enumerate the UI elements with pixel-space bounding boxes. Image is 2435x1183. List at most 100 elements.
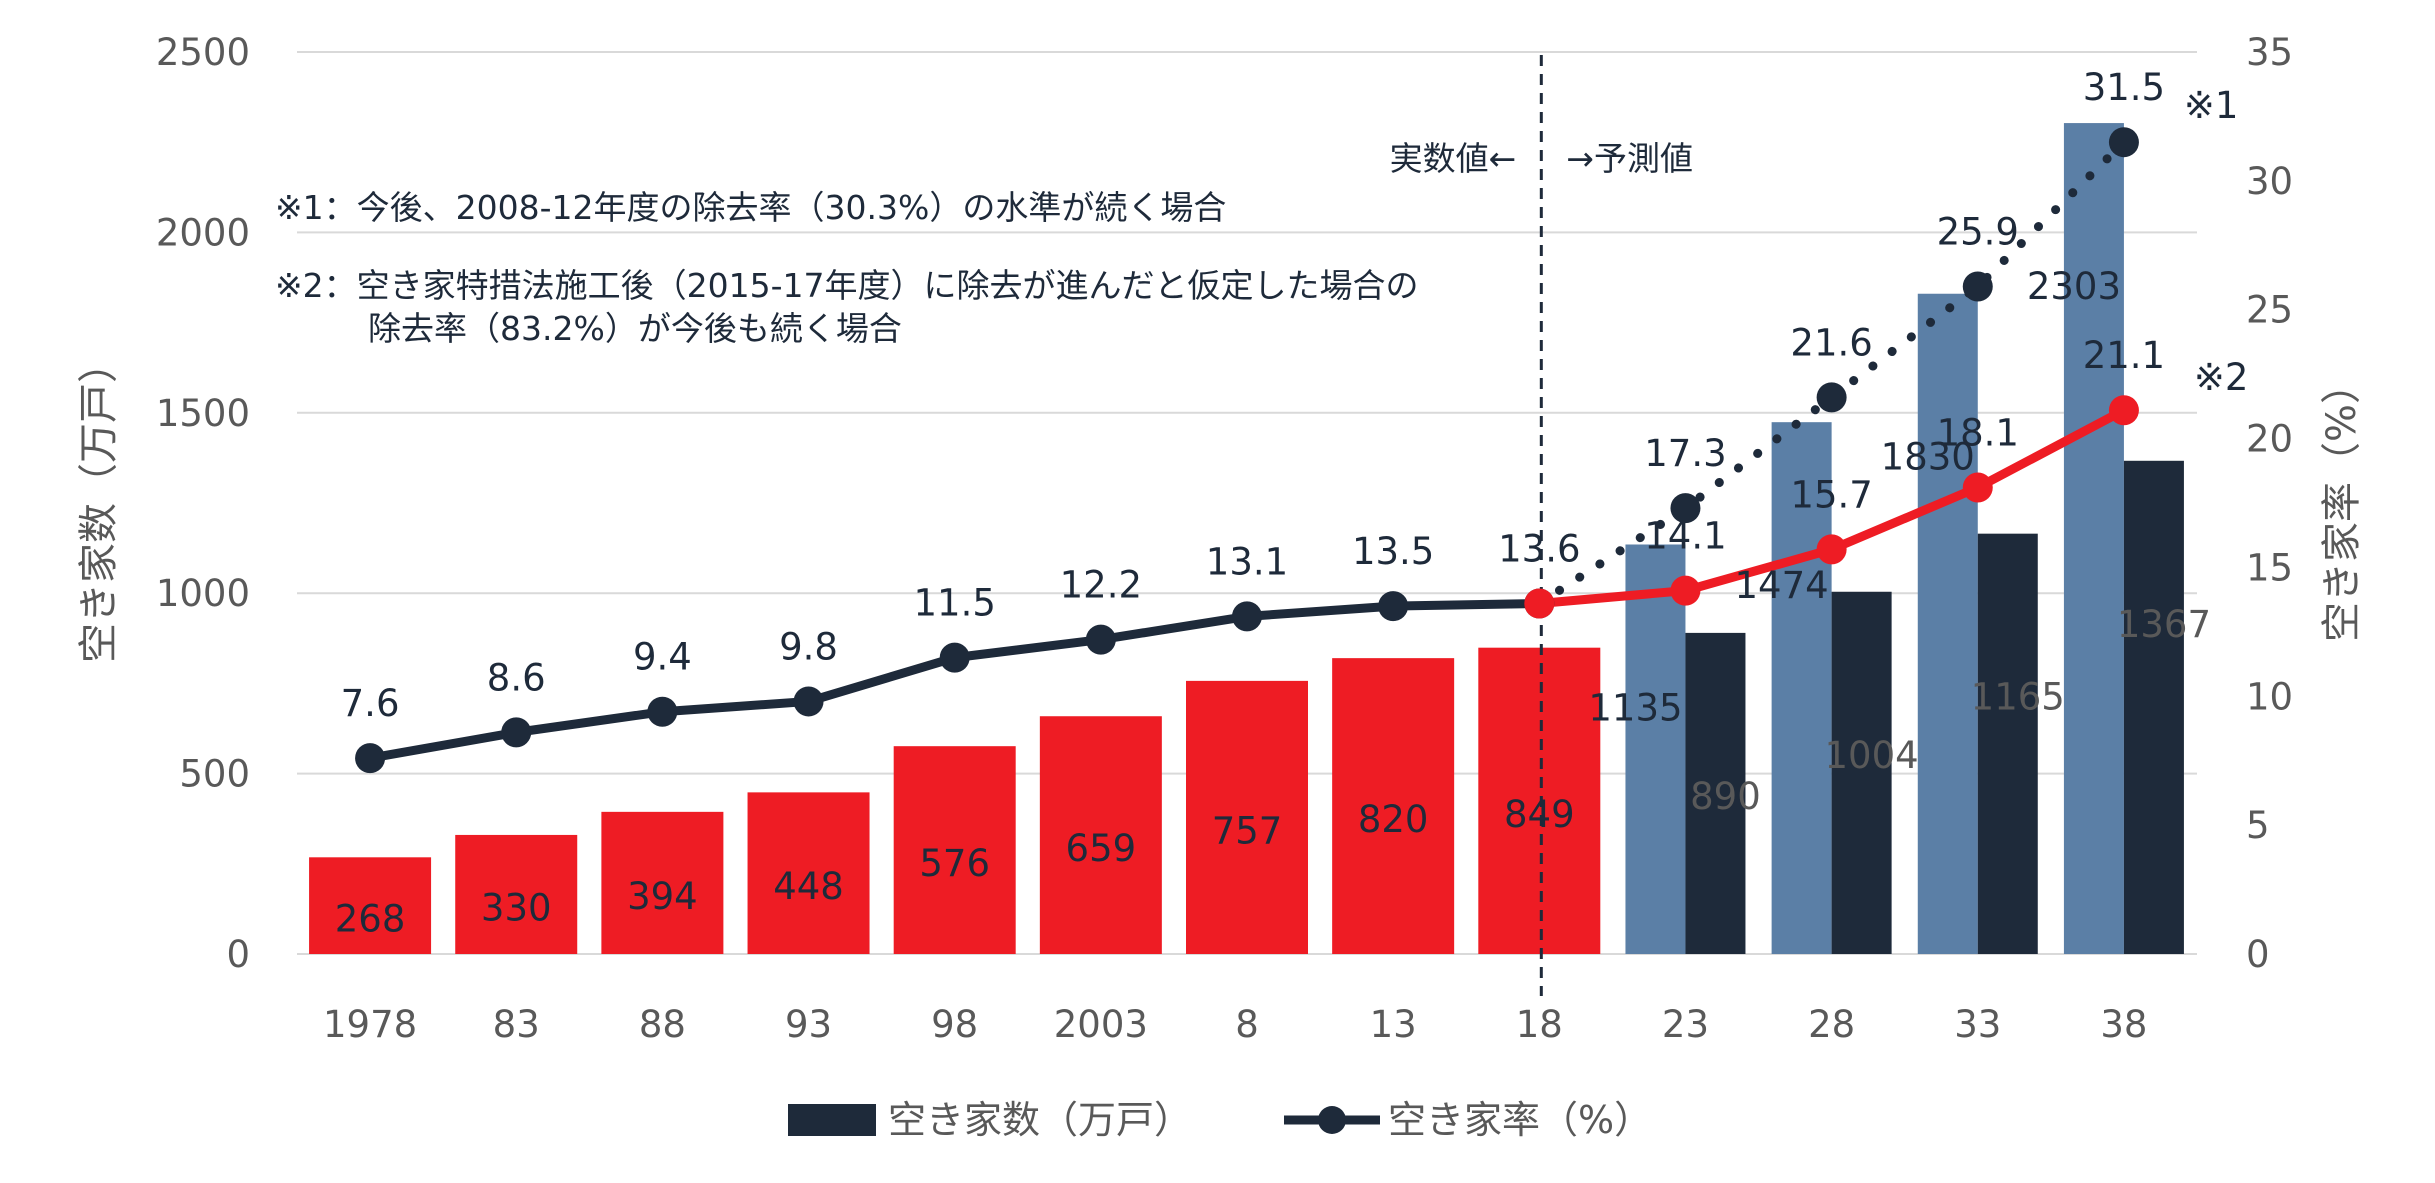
bar-forecast-scenario-1 (2063, 123, 2124, 955)
left-tick-label: 1000 (156, 572, 250, 615)
note-1: ※1：今後、2008-12年度の除去率（30.3%）の水準が続く場合 (275, 188, 1226, 227)
scenario-1-marker: ※1 (2184, 84, 2239, 127)
left-tick-label: 2500 (156, 31, 250, 74)
right-tick-label: 0 (2246, 933, 2270, 976)
x-tick-label: 8 (1235, 1003, 1259, 1046)
bar-value-label: 268 (335, 898, 406, 941)
x-tick-label: 2003 (1054, 1003, 1148, 1046)
bar-vacant-count (601, 811, 724, 954)
left-tick-label: 1500 (156, 392, 250, 435)
x-tick-label: 33 (1954, 1003, 2001, 1046)
legend-bar-label: 空き家数（万戸） (888, 1098, 1192, 1142)
rate-value-label: 7.6 (341, 682, 400, 725)
rate-value-label: 21.1 (2083, 334, 2165, 377)
bar-vacant-count (455, 834, 578, 954)
bar-vacant-count (893, 746, 1016, 954)
right-tick-label: 5 (2246, 804, 2270, 847)
bar-forecast-scenario-1 (1771, 422, 1832, 954)
bar-forecast-scenario-2 (1685, 632, 1746, 954)
rate-marker (1962, 271, 1993, 302)
rate-value-label: 11.5 (913, 582, 995, 625)
rate-value-label: 31.5 (2083, 66, 2165, 109)
left-tick-label: 2000 (156, 211, 250, 254)
right-tick-label: 25 (2246, 289, 2293, 332)
bar-value-label: 820 (1358, 798, 1429, 841)
bar-value-label: 576 (919, 842, 990, 885)
rate-value-label: 9.8 (779, 625, 838, 668)
bar-forecast-scenario-2 (1831, 591, 1892, 954)
bar-vacant-count (1478, 647, 1601, 954)
bar-value-label: 2303 (2027, 265, 2121, 308)
rate-lines (355, 127, 2139, 774)
rate-value-label: 13.5 (1352, 530, 1434, 573)
rate-marker (1670, 575, 1701, 606)
bar-vacant-count (1332, 658, 1455, 954)
left-axis-title: 空き家数（万戸） (76, 343, 122, 663)
scenario-2-marker: ※2 (2194, 356, 2249, 399)
rate-marker (1232, 601, 1262, 632)
bar-forecast-scenario-1 (1625, 544, 1686, 954)
bar-forecast-scenario-1 (1917, 293, 1978, 955)
rate-value-label: 15.7 (1790, 473, 1872, 516)
divider-left-text: 実数値← (1390, 139, 1517, 178)
x-tick-label: 98 (931, 1003, 978, 1046)
left-tick-label: 500 (179, 753, 250, 796)
bar-value-label: 659 (1066, 827, 1137, 870)
rate-marker (793, 686, 824, 717)
bar-value-label: 890 (1690, 775, 1761, 818)
actual-forecast-divider: 実数値← →予測値 (1390, 55, 1693, 996)
rate-marker (2108, 127, 2139, 158)
rate-value-label: 14.1 (1644, 515, 1726, 558)
bars (309, 123, 2184, 955)
legend-bar-swatch (788, 1104, 876, 1136)
legend: 空き家数（万戸） 空き家率（%） (788, 1098, 1652, 1142)
bar-vacant-count (309, 857, 432, 954)
right-tick-label: 15 (2246, 546, 2293, 589)
rate-value-label: 25.9 (1937, 211, 2019, 254)
bar-value-label: 1004 (1825, 734, 1919, 777)
x-tick-label: 23 (1662, 1003, 1709, 1046)
rate-marker (939, 642, 970, 673)
bar-value-label: 1830 (1881, 436, 1975, 479)
rate-value-label: 8.6 (487, 656, 546, 699)
bar-value-label: 1367 (2117, 603, 2211, 646)
rate-marker (647, 696, 678, 727)
rate-marker (1524, 588, 1555, 619)
rate-marker (355, 743, 386, 774)
rate-value-label: 13.6 (1498, 528, 1580, 571)
x-tick-label: 18 (1516, 1003, 1563, 1046)
x-tick-label: 93 (785, 1003, 832, 1046)
divider-right-text: →予測値 (1566, 139, 1693, 178)
bar-forecast-scenario-2 (1977, 533, 2038, 954)
bar-value-label: 1474 (1735, 564, 1829, 607)
x-tick-label: 38 (2100, 1003, 2147, 1046)
left-tick-label: 0 (226, 933, 250, 976)
x-tick-label: 1978 (323, 1003, 417, 1046)
bar-forecast-scenario-2 (2123, 460, 2184, 954)
rate-value-label: 12.2 (1060, 564, 1142, 607)
bar-value-label: 1135 (1588, 686, 1682, 729)
right-tick-label: 10 (2246, 675, 2293, 718)
rate-marker (1085, 624, 1116, 655)
rate-marker (1816, 382, 1847, 413)
legend-line-label: 空き家率（%） (1388, 1098, 1652, 1142)
rate-value-label: 18.1 (1937, 412, 2019, 455)
right-tick-label: 30 (2246, 160, 2293, 203)
notes: ※1：今後、2008-12年度の除去率（30.3%）の水準が続く場合 ※2：空き… (275, 188, 1419, 348)
rate-marker (1378, 591, 1409, 622)
rate-value-label: 13.1 (1206, 540, 1288, 583)
bar-value-label: 1165 (1971, 676, 2065, 719)
bar-value-label: 849 (1504, 793, 1575, 836)
bar-value-label: 394 (627, 875, 698, 918)
bar-value-label: 757 (1212, 809, 1283, 852)
rate-marker (1816, 534, 1847, 565)
x-tick-label: 13 (1370, 1003, 1417, 1046)
right-axis-title: 空き家率（%） (2319, 364, 2365, 642)
rate-value-label: 17.3 (1644, 432, 1726, 475)
rate-marker (1962, 472, 1993, 503)
rate-value-label: 9.4 (633, 636, 692, 679)
x-tick-label: 83 (493, 1003, 540, 1046)
rate-value-label: 21.6 (1790, 321, 1872, 364)
